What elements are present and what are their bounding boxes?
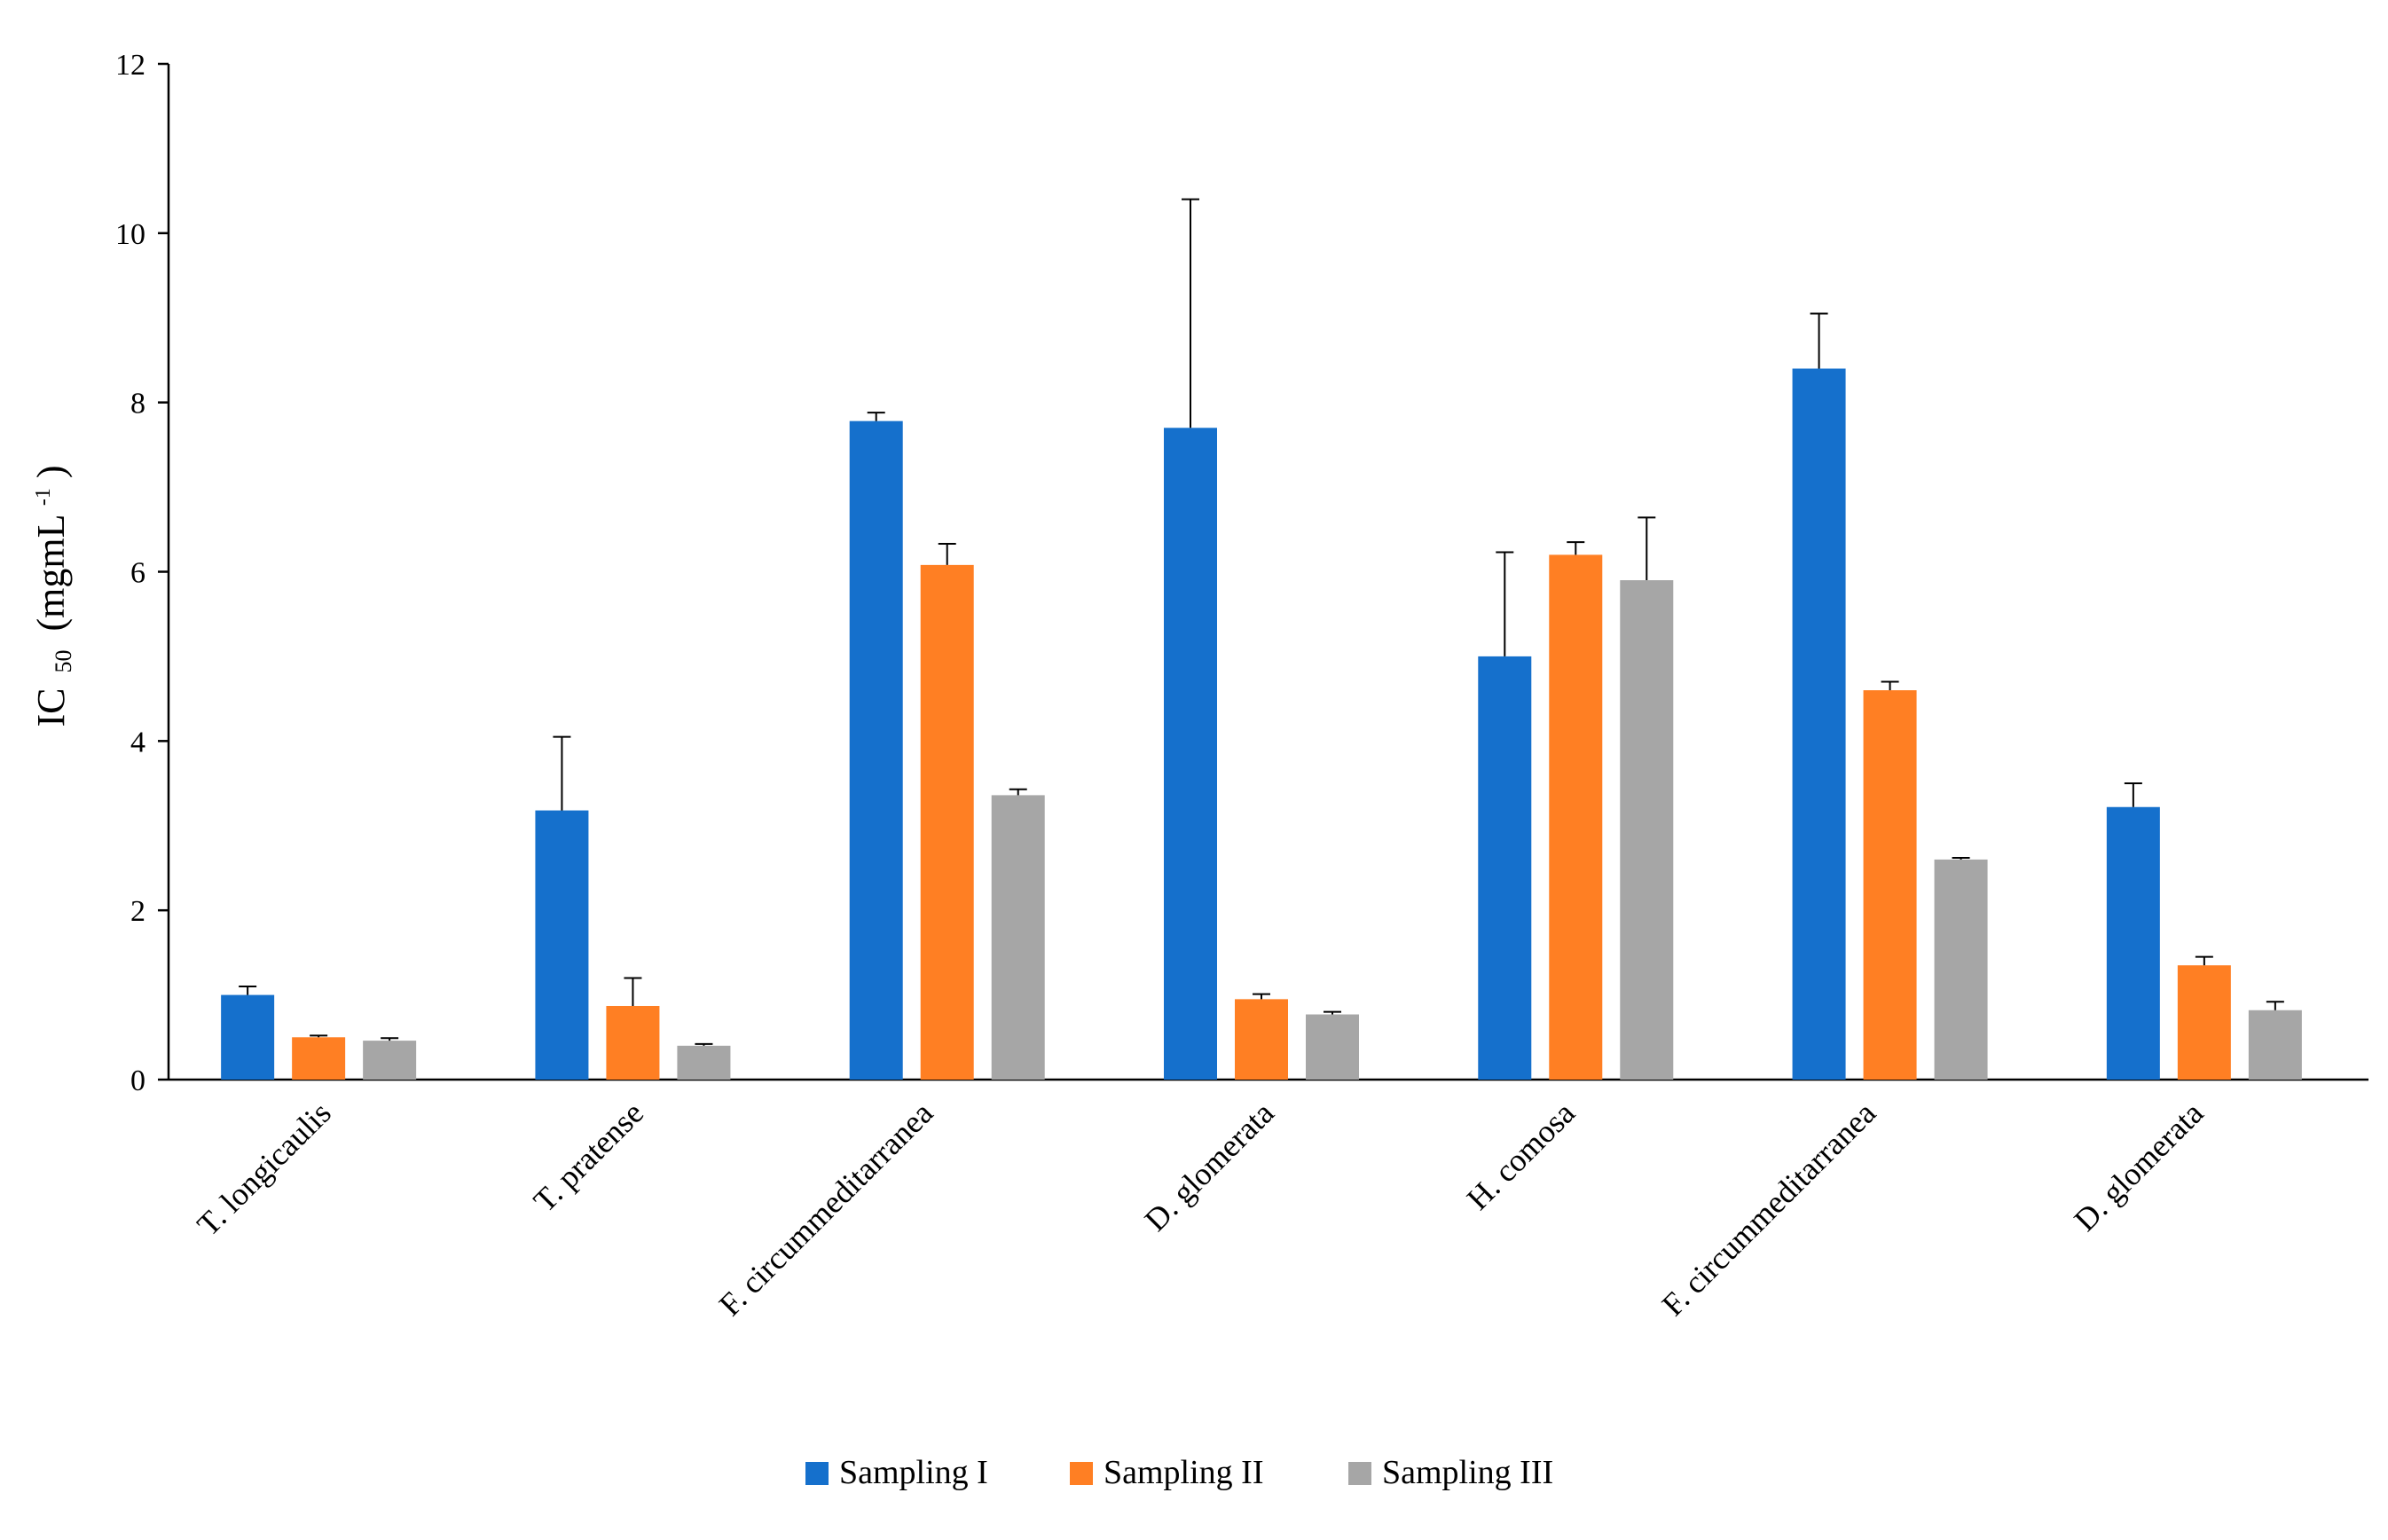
bar <box>920 564 974 1080</box>
bar <box>1235 999 1288 1080</box>
category-label: H. comosa <box>1460 1095 1582 1216</box>
category-label: F. circummeditarranea <box>712 1095 940 1323</box>
bar <box>2248 1010 2302 1080</box>
legend-label-sampling-i: Sampling I <box>839 1454 988 1491</box>
y-tick-label: 6 <box>130 557 145 590</box>
bar <box>606 1005 660 1080</box>
y-axis-title-superscript: -1 <box>32 488 55 506</box>
y-axis-title-close: ) <box>29 465 73 478</box>
legend-swatch-sampling-i <box>805 1462 829 1485</box>
category-label: D. glomerata <box>1137 1095 1280 1238</box>
bar <box>1306 1014 1359 1080</box>
legend-swatch-sampling-iii <box>1348 1462 1371 1485</box>
legend-swatch-sampling-ii <box>1070 1462 1093 1485</box>
y-axis-title-main: IC <box>29 688 73 727</box>
legend-label-sampling-iii: Sampling III <box>1382 1454 1553 1491</box>
y-tick-label: 12 <box>115 49 145 82</box>
bar <box>1792 368 1846 1080</box>
bar <box>1934 859 1988 1080</box>
y-tick-label: 10 <box>115 218 145 251</box>
legend: Sampling I Sampling II Sampling III <box>805 1454 1553 1491</box>
bar <box>1863 690 1917 1080</box>
bar <box>849 420 903 1080</box>
bar <box>2106 806 2160 1080</box>
bar <box>221 994 275 1080</box>
y-axis-title-unit: (mgmL <box>29 515 73 631</box>
bar <box>1164 428 1217 1080</box>
bar <box>1549 554 1603 1080</box>
bar <box>677 1045 731 1080</box>
category-label: F. circummeditarranea <box>1655 1095 1883 1323</box>
y-axis-title: IC 50 (mgmL -1 ) <box>15 465 80 727</box>
y-tick-label: 4 <box>130 726 145 758</box>
axes-group: 0 2 4 6 8 10 12 <box>115 49 2368 1097</box>
bar <box>292 1037 346 1080</box>
category-label: T. pratense <box>527 1095 650 1218</box>
category-label: D. glomerata <box>2067 1095 2210 1238</box>
bar <box>2177 965 2231 1080</box>
category-label: T. longicaulis <box>190 1095 337 1242</box>
bar <box>535 810 589 1080</box>
bar <box>1478 656 1532 1080</box>
legend-label-sampling-ii: Sampling II <box>1104 1454 1263 1491</box>
bar <box>363 1041 417 1080</box>
category-labels-group: T. longicaulis T. pratense F. circummedita… <box>190 1095 2210 1323</box>
y-axis-title-subscript: 50 <box>51 650 76 673</box>
bar <box>991 795 1045 1080</box>
y-tick-label: 0 <box>130 1065 145 1097</box>
error-bars-group <box>239 198 2284 1046</box>
y-tick-label: 8 <box>130 388 145 420</box>
bars-group <box>221 368 2302 1080</box>
bar <box>1620 580 1674 1080</box>
y-tick-label: 2 <box>130 895 145 928</box>
